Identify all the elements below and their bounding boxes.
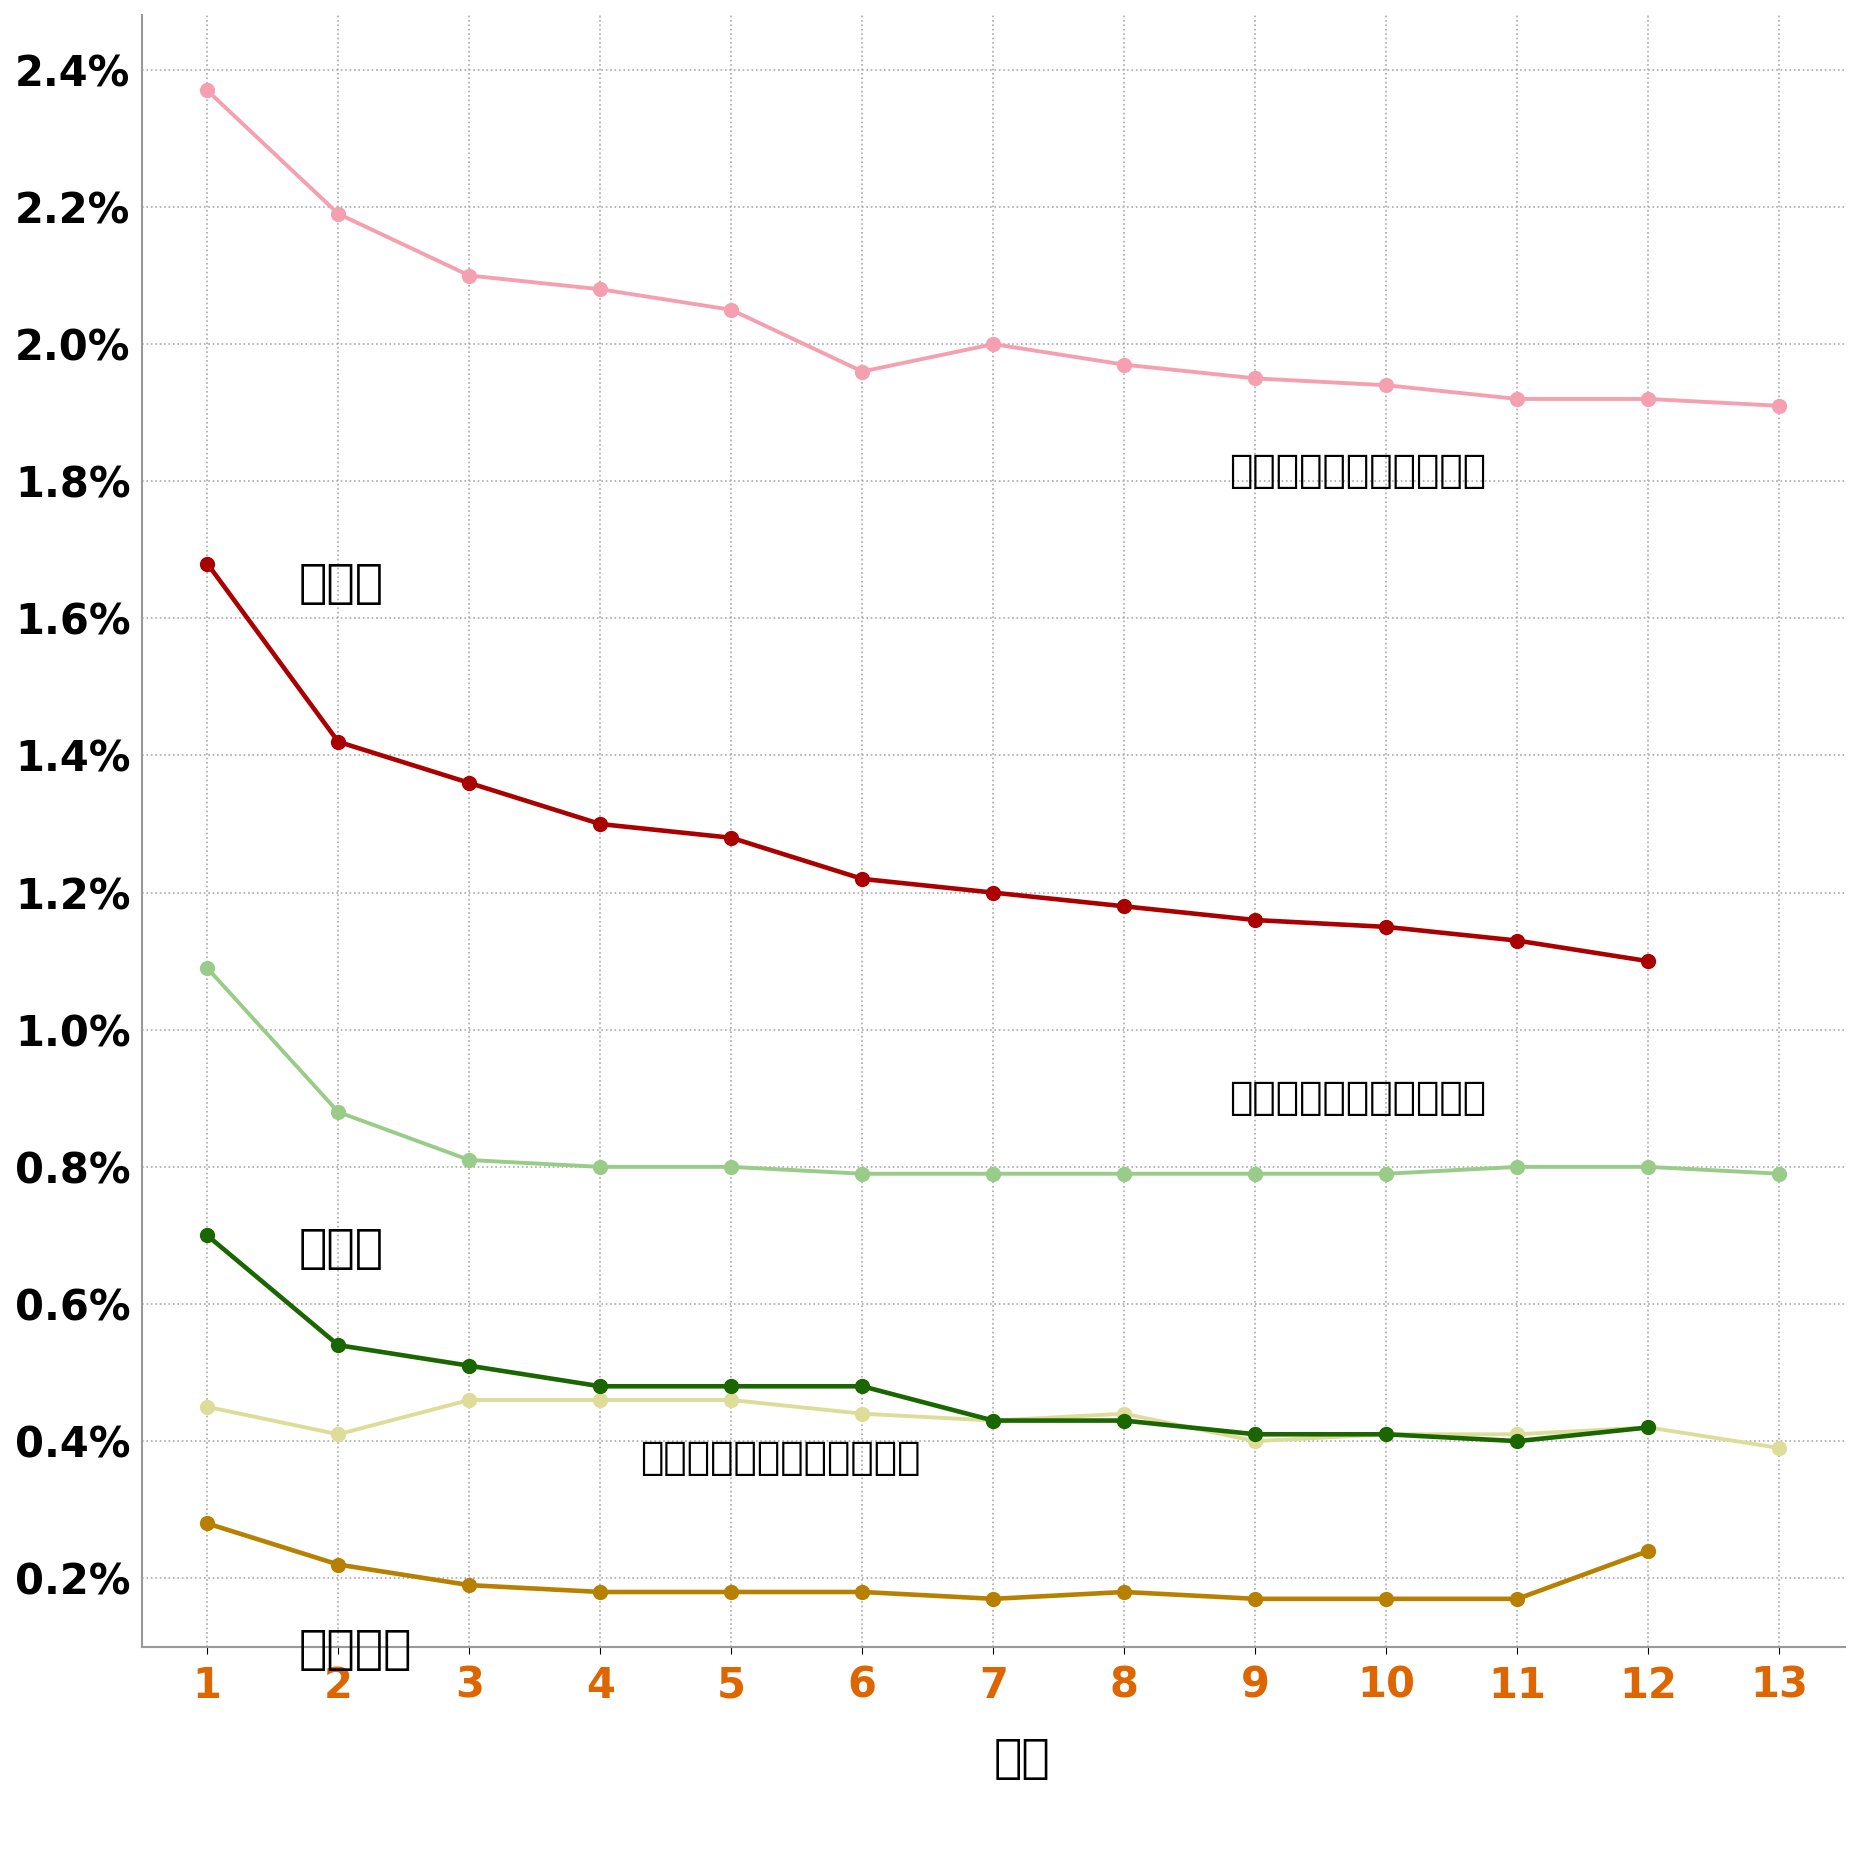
Text: 予約率（全アニメ平均）: 予約率（全アニメ平均）	[1229, 452, 1486, 489]
Text: 再生率（全アニメ平均）: 再生率（全アニメ平均）	[1229, 1079, 1486, 1118]
Text: ライブ率: ライブ率	[299, 1628, 413, 1672]
Text: 再生率: 再生率	[299, 1226, 383, 1272]
Text: 予約率: 予約率	[299, 562, 383, 606]
Text: ライブ率（全アニメ平均）: ライブ率（全アニメ平均）	[640, 1440, 921, 1477]
Text: 話数: 話数	[993, 1737, 1051, 1782]
